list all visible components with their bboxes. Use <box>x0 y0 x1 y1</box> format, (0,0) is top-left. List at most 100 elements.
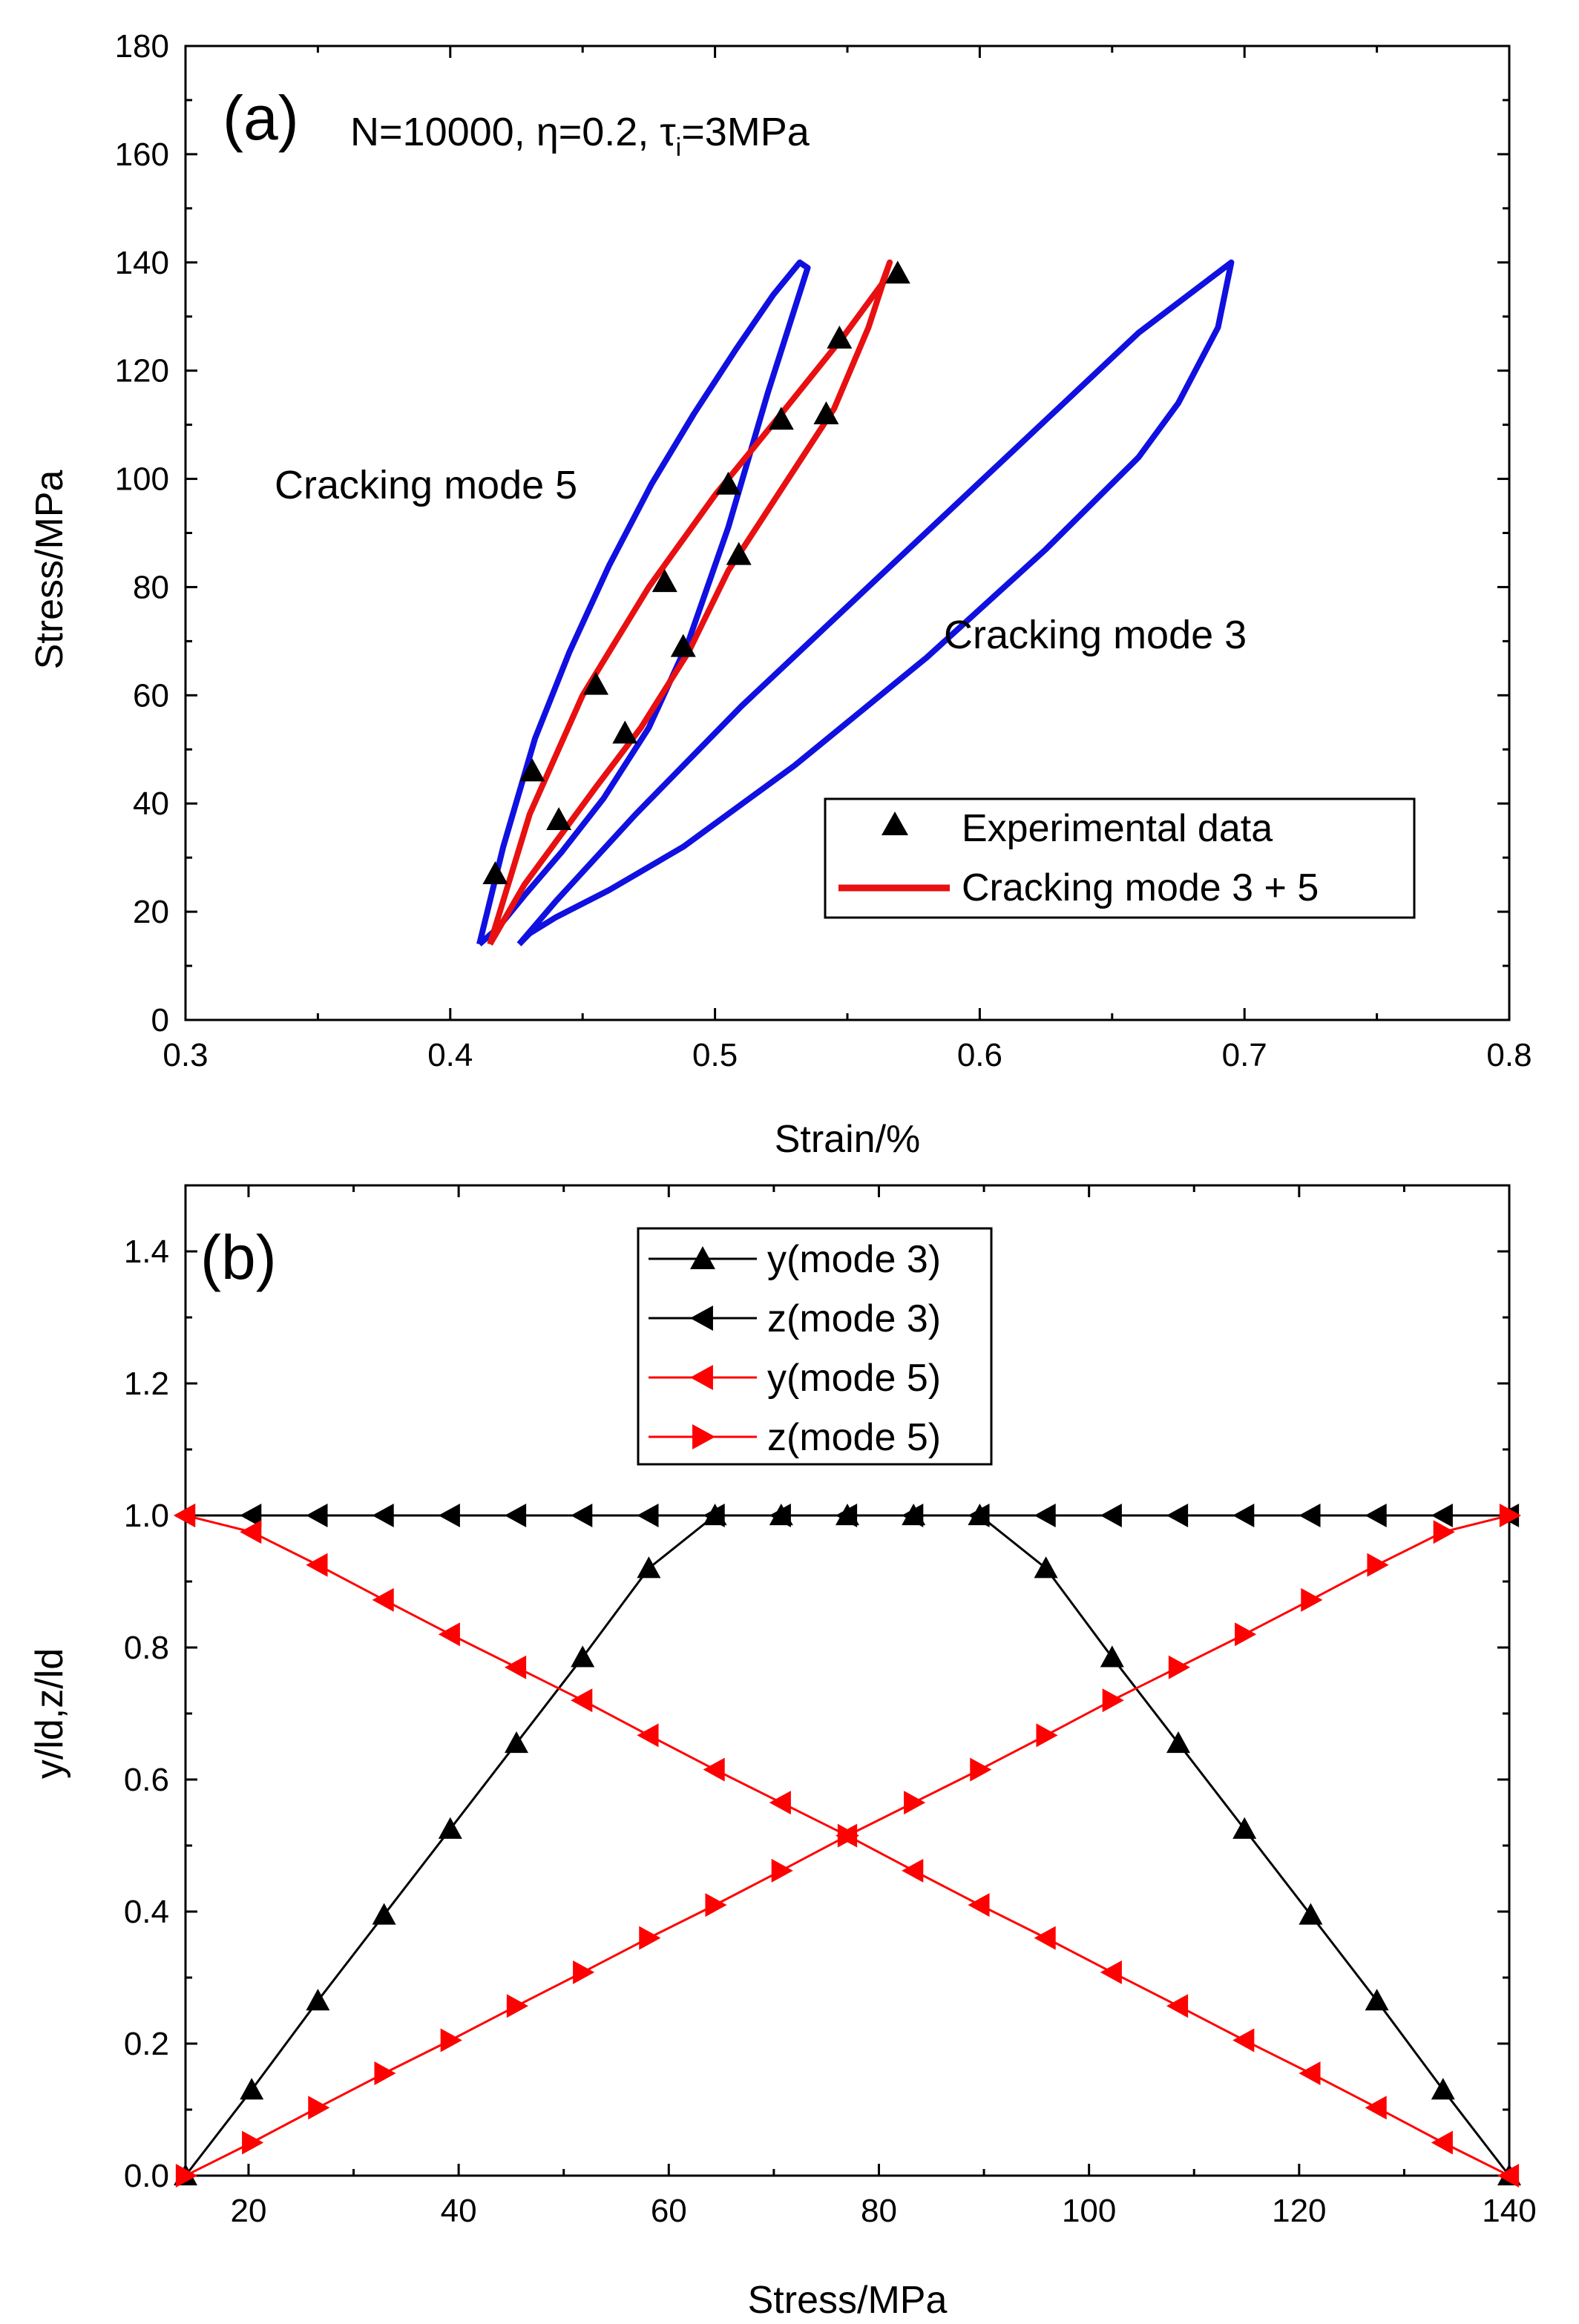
experimental-data-point <box>482 861 508 884</box>
series-z-mode-3-point <box>902 1504 924 1527</box>
series-z-mode-5-point <box>242 2130 264 2155</box>
panel-b-x-tick-label: 40 <box>441 2193 477 2229</box>
series-y-mode-5-point <box>372 1587 394 1612</box>
panel-a-y-tick-label: 100 <box>115 461 169 498</box>
panel-b-y-tick-label: 0.0 <box>124 2158 169 2194</box>
panel-b-tag: (b) <box>200 1222 277 1292</box>
experimental-data-point <box>827 325 853 349</box>
panel-a-y-tick-label: 140 <box>115 245 169 281</box>
series-z-mode-3-point <box>1299 1504 1321 1527</box>
panel-b-frame <box>184 1184 1511 2177</box>
experimental-data-point <box>583 671 609 695</box>
legend-label-z-mode-5: z(mode 5) <box>767 1416 941 1459</box>
series-cracking-mode-5-line <box>476 259 811 947</box>
panel-a-parameters-title: N=10000, η=0.2, τi=3MPa <box>350 110 810 162</box>
panel-a-y-tick-label: 20 <box>133 894 169 930</box>
legend-label-y-mode-5: y(mode 5) <box>767 1357 941 1400</box>
series-y-mode-3-point <box>1299 1903 1323 1925</box>
experimental-data-point <box>813 401 839 424</box>
panel-b-x-axis-title: Stress/MPa <box>748 2279 948 2322</box>
series-z-mode-5-point <box>1499 1504 1521 1527</box>
panel-a-y-tick-label: 160 <box>115 136 169 173</box>
series-z-mode-3-point <box>637 1504 659 1527</box>
series-z-mode-3-point <box>571 1504 593 1527</box>
experimental-data-point <box>768 406 794 430</box>
series-y-mode-3-point <box>306 1989 330 2011</box>
panel-b-x-tick-label: 20 <box>230 2193 266 2229</box>
series-z-mode-5-point <box>904 1791 926 1815</box>
series-y-mode-3-point <box>372 1903 396 1925</box>
series-z-mode-3-point <box>1100 1504 1122 1527</box>
panel-a-y-tick-label: 60 <box>133 677 169 714</box>
panel-a-legend-box <box>824 797 1416 919</box>
series-z-mode-5-point <box>1433 1520 1455 1544</box>
series-z-mode-3-point <box>505 1504 527 1527</box>
panel-b-y-tick-label: 0.2 <box>124 2026 169 2062</box>
panel-a-x-axis-title: Strain/% <box>775 1118 921 1161</box>
panel-a-plot-area: 0.3 0.4 0.5 0.6 0.7 0.8 0 20 40 60 80 100 120 140 160 1… <box>115 28 1532 1073</box>
experimental-data-point <box>884 260 910 284</box>
series-z-mode-5-point <box>1301 1587 1323 1612</box>
series-y-mode-5-point <box>1232 2028 1255 2053</box>
panel-b-y-tick-label: 0.8 <box>124 1630 169 1666</box>
experimental-data-point <box>726 542 752 565</box>
legend-marker-y-mode-3 <box>690 1246 715 1269</box>
series-y-mode-3-point <box>1431 2078 1455 2100</box>
panel-a-y-axis-title: Stress/MPa <box>28 470 71 670</box>
experimental-data-point <box>519 758 545 782</box>
series-z-mode-3-point <box>240 1504 262 1527</box>
panel-b-y-tick-label: 0.6 <box>124 1762 169 1798</box>
panel-a-x-tick-label: 0.7 <box>1222 1037 1267 1073</box>
panel-a-title-suffix: =3MPa <box>681 110 810 154</box>
annotation-cracking-mode-3: Cracking mode 3 <box>944 613 1247 657</box>
series-cracking-mode-3-line <box>516 259 1235 947</box>
panel-a-x-tick-label: 0.5 <box>692 1037 738 1073</box>
panel-a-x-tick-label: 0.4 <box>427 1037 473 1073</box>
experimental-data-point <box>651 569 677 593</box>
panel-b-plot-area: 20 40 60 80 100 120 140 0.0 0.2 0.4 0.6 0.8 1.0 1.2 1.… <box>124 1184 1537 2229</box>
series-y-mode-3-point <box>1034 1556 1058 1579</box>
series-y-mode-5-point <box>1365 2096 1387 2120</box>
series-y-mode-5-point <box>1100 1960 1122 1984</box>
series-z-mode-5-point <box>639 1926 661 1950</box>
legend-label-y-mode-3: y(mode 3) <box>767 1238 941 1281</box>
series-z-mode-5-point <box>705 1893 727 1918</box>
series-y-mode-5-point <box>637 1723 659 1748</box>
series-y-mode-5-point <box>968 1893 990 1918</box>
series-z-mode-5-point <box>175 2164 197 2188</box>
panel-b-legend-items: y(mode 3) z(mode 3) y(mode 5) z(mode 5) <box>649 1238 941 1459</box>
series-y-mode-3-point <box>438 1817 462 1839</box>
panel-a-y-tick-label: 40 <box>133 786 169 822</box>
series-z-mode-5-point <box>374 2061 396 2086</box>
series-y-mode-3-point <box>240 2078 264 2100</box>
series-y-mode-3-point <box>1232 1817 1257 1839</box>
series-z-mode-3-point <box>438 1504 460 1527</box>
legend-label-cracking-mode-3-5: Cracking mode 3 + 5 <box>962 866 1319 909</box>
series-z-mode-3-point <box>703 1504 725 1527</box>
legend-label-z-mode-3: z(mode 3) <box>767 1297 941 1340</box>
legend-label-experimental-data: Experimental data <box>962 807 1273 850</box>
panel-b-x-tick-label: 80 <box>861 2193 897 2229</box>
series-y-mode-5-point <box>571 1688 593 1713</box>
series-y-mode-5-point <box>306 1553 328 1577</box>
legend-marker-experimental-data <box>882 812 908 835</box>
series-y-mode-5-point <box>174 1504 196 1527</box>
series-z-mode-5-point <box>1036 1723 1058 1748</box>
panel-a-x-tick-label: 0.3 <box>163 1037 208 1073</box>
series-z-mode-5-point <box>837 1823 859 1848</box>
panel-b-x-tick-label: 120 <box>1272 2193 1326 2229</box>
series-z-mode-3-point <box>1365 1504 1387 1527</box>
panel-b-y-tick-label: 0.4 <box>124 1894 169 1930</box>
series-z-mode-5-point <box>506 1994 528 2018</box>
panel-b-y-tick-label: 1.4 <box>124 1234 169 1270</box>
panel-a-y-tick-label: 0 <box>151 1002 169 1038</box>
panel-b-legend: y(mode 3) z(mode 3) y(mode 5) z(mode 5) <box>637 1227 993 1466</box>
series-z-mode-5-point <box>1168 1655 1190 1679</box>
series-z-mode-5-point <box>1102 1688 1124 1713</box>
series-y-mode-5-point <box>1497 2164 1520 2188</box>
panel-b-y-tick-label: 1.2 <box>124 1366 169 1402</box>
panel-a-title-main: N=10000, η=0.2, τ <box>350 110 676 154</box>
legend-marker-z-mode-5 <box>692 1424 715 1449</box>
series-z-mode-5-point <box>970 1757 992 1782</box>
